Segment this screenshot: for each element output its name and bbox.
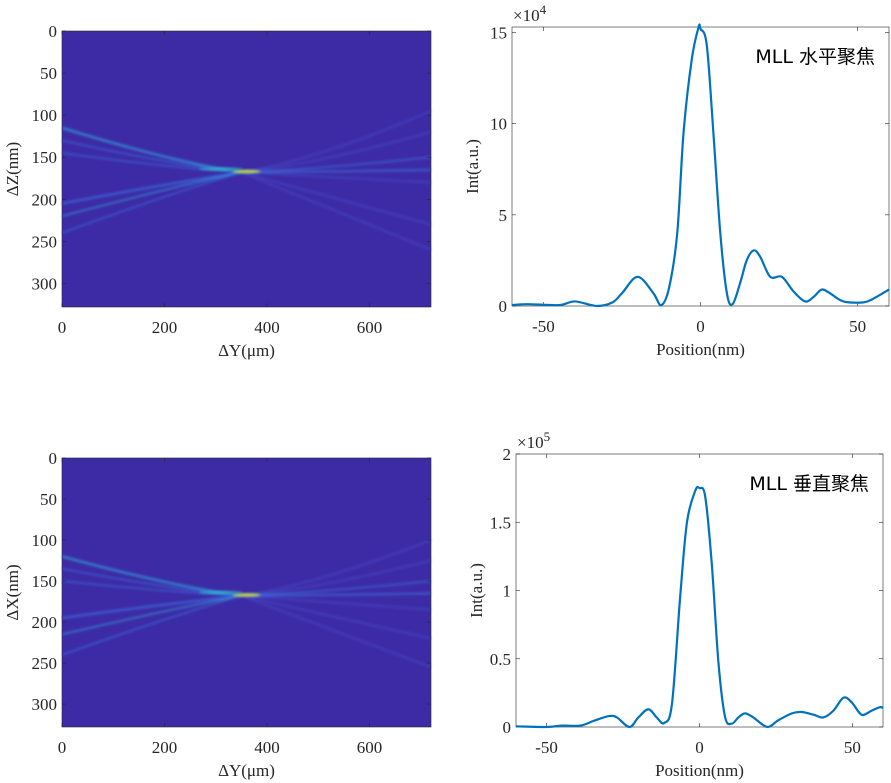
y-tick-label: 0 [503, 718, 512, 737]
y-tick-label: 150 [32, 148, 58, 167]
beam-right [241, 171, 432, 226]
series-line [515, 485, 884, 729]
y-tick-label: 1.5 [490, 513, 511, 532]
beam-left [61, 152, 242, 174]
series-line [511, 23, 890, 308]
beam-right [241, 594, 432, 611]
y-tick-label: 100 [32, 106, 58, 125]
y-tick-label: 0 [49, 449, 58, 468]
x-tick-label: 400 [254, 318, 280, 337]
beam-right [241, 592, 432, 597]
x-tick-label: 600 [357, 738, 383, 757]
y-tick-label: 150 [32, 572, 58, 591]
x-axis-label: Position(nm) [656, 340, 745, 359]
y-tick-label: 50 [40, 64, 57, 83]
y-tick-label: 0 [49, 22, 58, 41]
beam-right [241, 131, 432, 174]
x-axis-label: Position(nm) [655, 761, 744, 780]
x-tick-label: -50 [532, 317, 555, 336]
x-tick-label: 0 [58, 318, 67, 337]
beam-left [61, 171, 242, 205]
y-tick-label: 10 [490, 115, 507, 134]
y-tick-label: 100 [32, 531, 58, 550]
y-exponent: ×105 [517, 429, 550, 452]
heatmap-beams [61, 110, 432, 251]
y-axis-label: Int(a.u.) [467, 563, 486, 618]
axes-frame [511, 26, 890, 307]
beam-right [241, 168, 432, 174]
beam-right [241, 171, 432, 251]
beam-left [61, 171, 242, 234]
heatmap-background [62, 458, 431, 727]
beam-left [61, 594, 242, 620]
focus-spot [232, 593, 261, 597]
x-axis-label: ΔY(μm) [218, 341, 275, 360]
y-tick-label: 250 [32, 232, 58, 251]
x-tick-label: 0 [696, 317, 705, 336]
focus-streak [198, 591, 243, 594]
chart-1: 0 200 400 600 0 50 100 150 200 250 300 ΔY(μm) ΔZ(nm) [3, 22, 432, 360]
x-tick-label: 600 [357, 318, 383, 337]
x-tick-label: 200 [152, 738, 178, 757]
beam-right [241, 171, 432, 184]
focus-streak [198, 167, 243, 171]
focus-spot [232, 169, 261, 174]
x-tick-label: -50 [535, 738, 558, 757]
y-tick-label: 15 [490, 23, 507, 42]
beam-left [61, 595, 242, 636]
beam-left [61, 595, 242, 656]
y-exponent: ×104 [513, 2, 547, 25]
axes-frame [61, 30, 432, 308]
annotation-label: MLL 水平聚焦 [755, 46, 875, 68]
heatmap-background [62, 31, 431, 307]
beam-left [61, 171, 242, 217]
y-tick-label: 2 [503, 445, 512, 464]
x-tick-label: 200 [152, 318, 178, 337]
y-axis-label: Int(a.u.) [463, 139, 482, 194]
beam-right [241, 559, 432, 597]
annotation-label: MLL 垂直聚焦 [749, 473, 869, 495]
y-tick-label: 200 [32, 613, 58, 632]
y-axis-label: ΔX(nm) [3, 564, 22, 620]
y-tick-label: 300 [32, 274, 58, 293]
x-axis-label: ΔY(μm) [218, 761, 275, 780]
axes-frame [61, 457, 432, 728]
y-tick-label: 5 [499, 206, 508, 225]
x-tick-label: 50 [844, 738, 861, 757]
x-tick-label: 50 [849, 317, 866, 336]
beam-right [241, 110, 432, 174]
y-tick-label: 0.5 [490, 650, 511, 669]
y-tick-label: 200 [32, 190, 58, 209]
chart-2: -50 0 50 0 5 10 15 Position(nm) Int(a.u.) ×104 MLL… [463, 2, 890, 359]
y-tick-label: 0 [499, 297, 508, 316]
beam-right [241, 595, 432, 668]
y-tick-label: 50 [40, 490, 57, 509]
beam-right [241, 595, 432, 640]
y-tick-label: 300 [32, 695, 58, 714]
beam-left [61, 580, 242, 597]
chart-4: -50 0 50 0 0.5 1 1.5 2 Position(nm) Int(a.u.) ×105… [467, 429, 884, 780]
x-tick-label: 400 [254, 738, 280, 757]
y-tick-label: 250 [32, 654, 58, 673]
chart-3: 0 200 400 600 0 50 100 150 200 250 300 ΔY(μm) ΔX(nm) [3, 449, 432, 780]
x-tick-label: 0 [58, 738, 67, 757]
x-tick-label: 0 [695, 738, 704, 757]
y-tick-label: 1 [503, 582, 512, 601]
y-axis-label: ΔZ(nm) [3, 142, 22, 196]
beam-right [241, 539, 432, 597]
